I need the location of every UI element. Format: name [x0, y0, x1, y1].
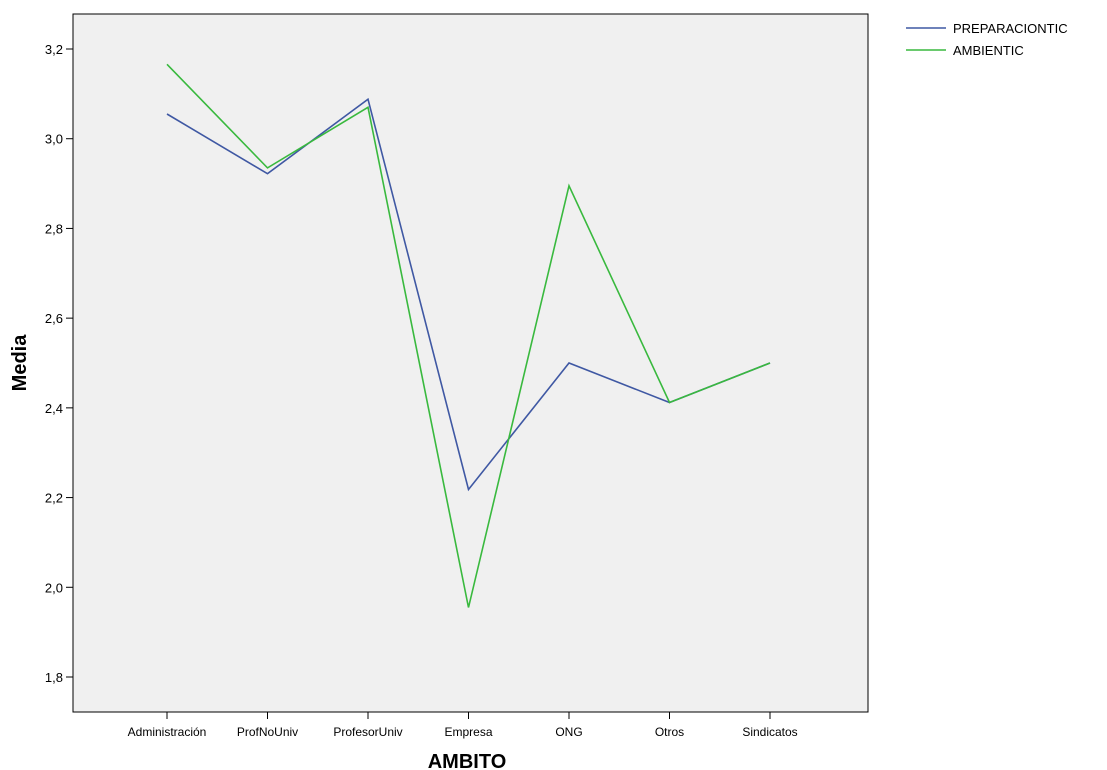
- y-tick-label: 3,2: [45, 42, 63, 57]
- x-tick-label: Otros: [655, 725, 684, 739]
- legend: PREPARACIONTIC AMBIENTIC: [906, 21, 1068, 58]
- x-tick-label: ProfesorUniv: [333, 725, 402, 739]
- x-axis-title: AMBITO: [428, 751, 507, 770]
- series-lines: [166, 63, 771, 608]
- y-tick-label: 1,8: [45, 670, 63, 685]
- legend-label: AMBIENTIC: [953, 43, 1024, 58]
- x-tick-label: ProfNoUniv: [237, 725, 298, 739]
- y-tick-label: 2,2: [45, 491, 63, 506]
- y-axis-title: Media: [9, 334, 31, 392]
- y-tick-label: 2,6: [45, 311, 63, 326]
- y-tick-label: 2,0: [45, 580, 63, 595]
- x-tick-label: Empresa: [444, 725, 492, 739]
- x-axis: Administración ProfNoUniv ProfesorUniv Empr…: [128, 712, 798, 739]
- x-tick-label: Sindicatos: [742, 725, 797, 739]
- y-tick-label: 2,8: [45, 221, 63, 236]
- series-line-ambientic: [166, 63, 771, 608]
- x-tick-label: ONG: [555, 725, 582, 739]
- legend-label: PREPARACIONTIC: [953, 21, 1068, 36]
- plot-area: [72, 13, 869, 713]
- y-tick-label: 3,0: [45, 132, 63, 147]
- y-axis: 1,8 2,0 2,2 2,4 2,6 2,8 3,0 3,2: [45, 42, 73, 685]
- y-tick-label: 2,4: [45, 401, 63, 416]
- x-tick-label: Administración: [128, 725, 207, 739]
